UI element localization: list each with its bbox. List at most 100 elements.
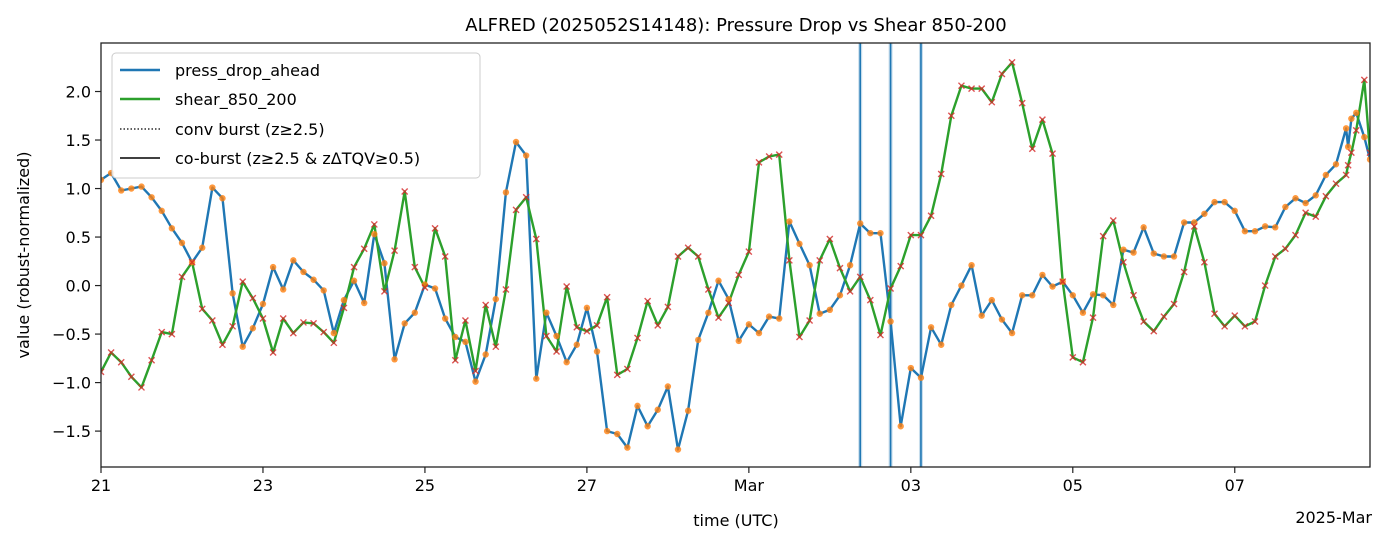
- data-point-shear-850-200: [472, 367, 480, 375]
- data-point-press-drop-ahead: [624, 444, 631, 451]
- data-point-press-drop-ahead: [168, 225, 176, 232]
- data-point-press-drop-ahead: [907, 364, 915, 372]
- data-point-press-drop-ahead: [1160, 253, 1168, 260]
- data-point-press-drop-ahead: [715, 277, 722, 284]
- data-point-press-drop-ahead: [330, 329, 338, 337]
- data-point-press-drop-ahead: [573, 341, 580, 348]
- data-point-press-drop-ahead: [280, 286, 287, 293]
- data-point-shear-850-200: [603, 293, 611, 301]
- data-point-shear-850-200: [1018, 99, 1026, 107]
- legend-label-press-drop: press_drop_ahead: [175, 61, 320, 81]
- data-point-shear-850-200: [927, 212, 935, 220]
- data-point-shear-850-200: [1049, 150, 1057, 158]
- data-point-shear-850-200: [461, 316, 469, 324]
- legend: press_drop_ahead shear_850_200 conv burs…: [111, 52, 481, 179]
- data-point-press-drop-ahead: [452, 333, 459, 341]
- data-point-press-drop-ahead: [593, 348, 601, 355]
- data-point-shear-850-200: [856, 273, 864, 281]
- data-point-shear-850-200: [704, 285, 712, 293]
- data-point-shear-850-200: [542, 332, 550, 340]
- data-point-shear-850-200: [101, 368, 105, 376]
- data-point-press-drop-ahead: [543, 309, 550, 316]
- data-point-shear-850-200: [310, 319, 318, 327]
- plot-content: [101, 43, 1370, 467]
- x-tick-label: 05: [1063, 476, 1083, 495]
- data-point-shear-850-200: [957, 82, 965, 90]
- data-point-press-drop-ahead: [1170, 253, 1178, 260]
- data-point-shear-850-200: [229, 322, 237, 330]
- data-point-shear-850-200: [553, 348, 561, 356]
- data-point-shear-850-200: [745, 248, 753, 256]
- data-point-shear-850-200: [188, 258, 196, 266]
- data-point-press-drop-ahead: [148, 194, 155, 201]
- data-point-press-drop-ahead: [968, 261, 975, 269]
- data-point-shear-850-200: [451, 356, 459, 364]
- data-point-shear-850-200: [775, 151, 783, 159]
- data-point-press-drop-ahead: [1140, 224, 1147, 231]
- data-point-press-drop-ahead: [158, 207, 165, 215]
- data-point-shear-850-200: [755, 158, 763, 166]
- data-point-press-drop-ahead: [1322, 171, 1330, 179]
- data-point-press-drop-ahead: [776, 315, 783, 322]
- data-point-shear-850-200: [1292, 231, 1299, 239]
- data-point-press-drop-ahead: [857, 220, 864, 227]
- x-axis: 21 23 25 27 Mar 03 05 07: [91, 467, 1245, 495]
- data-point-shear-850-200: [289, 329, 297, 337]
- data-point-press-drop-ahead: [482, 351, 489, 358]
- data-point-shear-850-200: [634, 334, 642, 342]
- y-tick-label: 1.0: [66, 180, 91, 199]
- data-point-press-drop-ahead: [958, 282, 965, 289]
- data-point-press-drop-ahead: [300, 268, 307, 276]
- data-point-shear-850-200: [785, 256, 793, 264]
- data-point-shear-850-200: [1352, 126, 1360, 134]
- data-point-press-drop-ahead: [1150, 250, 1157, 257]
- y-axis-label: value (robust-normalized): [14, 152, 33, 359]
- data-point-press-drop-ahead: [1366, 156, 1370, 163]
- data-point-press-drop-ahead: [1251, 228, 1259, 235]
- data-point-shear-850-200: [978, 85, 986, 93]
- data-point-press-drop-ahead: [1049, 283, 1056, 290]
- data-point-press-drop-ahead: [877, 229, 884, 237]
- data-point-press-drop-ahead: [1344, 143, 1352, 151]
- legend-label-conv-burst: conv burst (z≥2.5): [175, 120, 325, 139]
- x-offset-label: 2025-Mar: [1295, 508, 1372, 527]
- data-point-shear-850-200: [168, 330, 176, 338]
- data-point-press-drop-ahead: [1069, 292, 1076, 299]
- data-point-shear-850-200: [917, 231, 925, 239]
- data-point-press-drop-ahead: [867, 229, 874, 237]
- data-point-shear-850-200: [644, 297, 652, 305]
- data-point-shear-850-200: [573, 323, 581, 331]
- data-point-press-drop-ahead: [249, 325, 257, 332]
- data-point-shear-850-200: [623, 365, 631, 373]
- data-point-shear-850-200: [401, 187, 409, 195]
- data-point-press-drop-ahead: [705, 309, 712, 316]
- data-point-press-drop-ahead: [371, 230, 378, 238]
- data-point-press-drop-ahead: [1241, 228, 1249, 235]
- data-point-press-drop-ahead: [695, 336, 702, 344]
- data-point-shear-850-200: [360, 245, 368, 253]
- data-point-press-drop-ahead: [441, 315, 449, 322]
- data-point-press-drop-ahead: [887, 318, 894, 325]
- data-point-shear-850-200: [866, 296, 874, 304]
- data-point-shear-850-200: [1190, 222, 1198, 230]
- data-point-press-drop-ahead: [522, 152, 530, 159]
- data-point-shear-850-200: [988, 98, 996, 106]
- data-point-press-drop-ahead: [219, 195, 226, 202]
- data-point-press-drop-ahead: [603, 427, 611, 435]
- data-point-press-drop-ahead: [1211, 198, 1218, 206]
- data-point-shear-850-200: [1089, 314, 1097, 322]
- data-point-press-drop-ahead: [1261, 223, 1269, 230]
- data-point-press-drop-ahead: [431, 285, 439, 292]
- data-point-press-drop-ahead: [806, 261, 813, 269]
- data-point-press-drop-ahead: [239, 343, 246, 350]
- data-point-shear-850-200: [1008, 58, 1016, 66]
- data-point-shear-850-200: [937, 170, 945, 178]
- data-point-shear-850-200: [826, 235, 834, 243]
- data-point-shear-850-200: [330, 339, 338, 347]
- data-point-shear-850-200: [370, 220, 378, 228]
- data-point-shear-850-200: [998, 70, 1006, 78]
- data-point-shear-850-200: [380, 287, 388, 295]
- data-point-press-drop-ahead: [290, 257, 297, 264]
- data-point-shear-850-200: [1109, 217, 1117, 225]
